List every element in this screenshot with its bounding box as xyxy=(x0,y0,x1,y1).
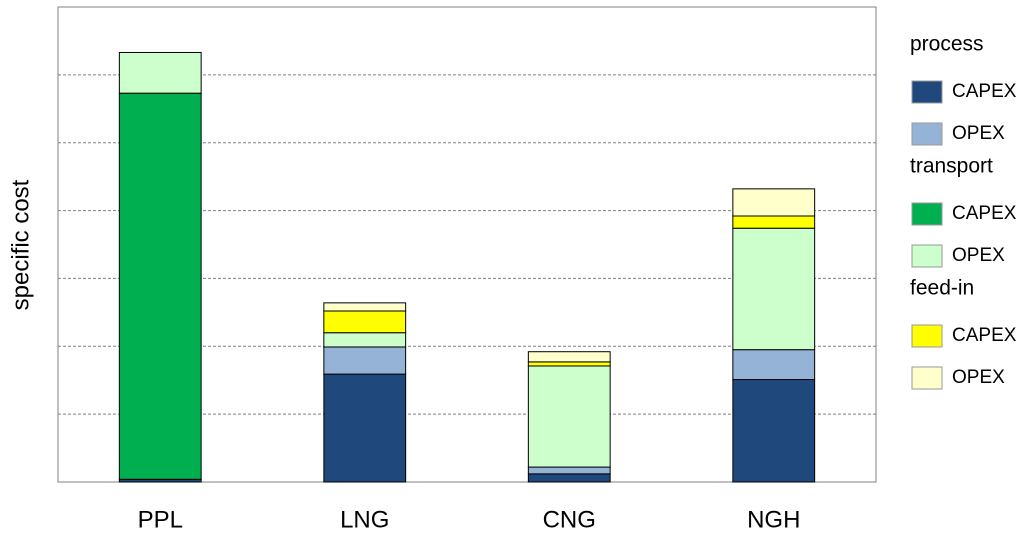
bar-segment xyxy=(323,346,407,375)
bar-segment xyxy=(323,310,407,334)
x-tick-label: LNG xyxy=(340,506,389,533)
bar-segment xyxy=(732,379,816,483)
x-tick-label: NGH xyxy=(747,506,800,533)
legend-group-title: transport xyxy=(910,155,993,178)
legend-swatch xyxy=(911,80,943,104)
bar-segment xyxy=(732,227,816,351)
legend-label: CAPEX xyxy=(952,325,1017,346)
x-tick-label: PPL xyxy=(138,506,183,533)
legend-label: OPEX xyxy=(952,367,1005,388)
legend-swatch xyxy=(911,122,943,146)
legend-label: CAPEX xyxy=(952,203,1017,224)
legend-swatch xyxy=(911,202,943,226)
x-tick-label: CNG xyxy=(543,506,596,533)
legend-swatch xyxy=(911,366,943,390)
legend-group-title: process xyxy=(910,33,984,56)
bar-segment xyxy=(527,351,611,363)
bar-segment xyxy=(732,215,816,229)
bar-segment xyxy=(323,373,407,483)
bar-segment xyxy=(527,361,611,367)
bar-segment xyxy=(732,188,816,217)
bar-segment xyxy=(732,349,816,381)
legend-group-title: feed-in xyxy=(910,277,974,300)
bar-segment xyxy=(323,332,407,348)
bar-segment xyxy=(118,92,202,480)
legend-label: CAPEX xyxy=(952,81,1017,102)
legend-swatch xyxy=(911,244,943,268)
legend-label: OPEX xyxy=(952,123,1005,144)
bar-segment xyxy=(118,51,202,94)
bar-segment xyxy=(527,365,611,468)
bar-segment xyxy=(527,466,611,475)
legend-swatch xyxy=(911,324,943,348)
bar-segment xyxy=(323,302,407,312)
y-axis-label: specific cost xyxy=(7,179,34,310)
bar-segment xyxy=(527,473,611,483)
legend-label: OPEX xyxy=(952,245,1005,266)
